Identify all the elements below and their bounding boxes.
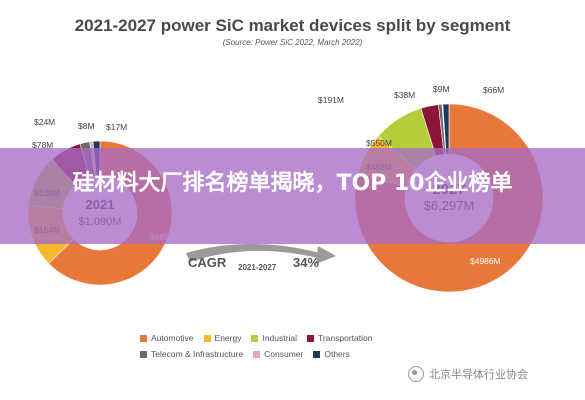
legend-swatch: [203, 334, 211, 342]
chart-title: 2021-2027 power SiC market devices split…: [74, 16, 511, 35]
wechat-icon: [408, 366, 424, 382]
legend-label: Energy: [214, 333, 242, 343]
slice-label: $38M: [394, 90, 415, 100]
watermark-text: 北京半导体行业协会: [429, 368, 528, 381]
slice-label: $17M: [106, 122, 127, 132]
legend-item-transportation: Transportation: [306, 333, 373, 343]
legend-row: Telecom & Infrastructure Consumer Others: [140, 349, 440, 359]
legend-label: Telecom & Infrastructure: [151, 349, 244, 359]
slice-label: $191M: [318, 95, 344, 105]
legend-item-consumer: Consumer: [253, 349, 303, 359]
banner-text: 硅材料大厂排名榜单揭晓，TOP 10企业榜单: [72, 171, 513, 196]
slice-label: $550M: [366, 138, 392, 148]
legend-item-industrial: Industrial: [251, 333, 297, 343]
legend-item-automotive: Automotive: [140, 333, 194, 343]
legend-label: Transportation: [317, 333, 373, 343]
legend-item-telecom-infrastructure: Telecom & Infrastructure: [140, 349, 243, 359]
slice-label: $24M: [34, 117, 55, 127]
chart-legend: Automotive Energy Industrial Transportation…: [140, 333, 440, 365]
legend-label: Consumer: [264, 349, 304, 359]
chart-subtitle: (Source: Power SiC 2022, March 2022): [222, 38, 363, 47]
legend-item-energy: Energy: [203, 333, 242, 343]
legend-swatch: [306, 334, 314, 342]
cagr-value: 34%: [293, 255, 319, 270]
overlay-banner: 硅材料大厂排名榜单揭晓，TOP 10企业榜单: [0, 148, 585, 244]
cagr-label: CAGR: [188, 255, 227, 270]
slice-label: $4986M: [470, 256, 501, 266]
legend-item-others: Others: [313, 349, 350, 359]
legend-swatch: [140, 350, 147, 358]
legend-label: Industrial: [262, 333, 297, 343]
legend-label: Others: [324, 349, 350, 359]
legend-swatch: [313, 350, 321, 358]
cagr-arrow: [186, 244, 336, 264]
slice-label: $66M: [483, 85, 504, 95]
legend-swatch: [251, 334, 259, 342]
legend-swatch: [140, 334, 147, 342]
slice-label: $78M: [32, 140, 53, 150]
watermark: 北京半导体行业协会: [408, 366, 528, 382]
legend-row: Automotive Energy Industrial Transportation: [140, 333, 440, 343]
legend-swatch: [253, 350, 261, 358]
slice-label: $8M: [78, 121, 95, 131]
legend-label: Automotive: [151, 333, 194, 343]
cagr-period: 2021-2027: [238, 263, 277, 272]
slice-label: $9M: [433, 84, 450, 94]
